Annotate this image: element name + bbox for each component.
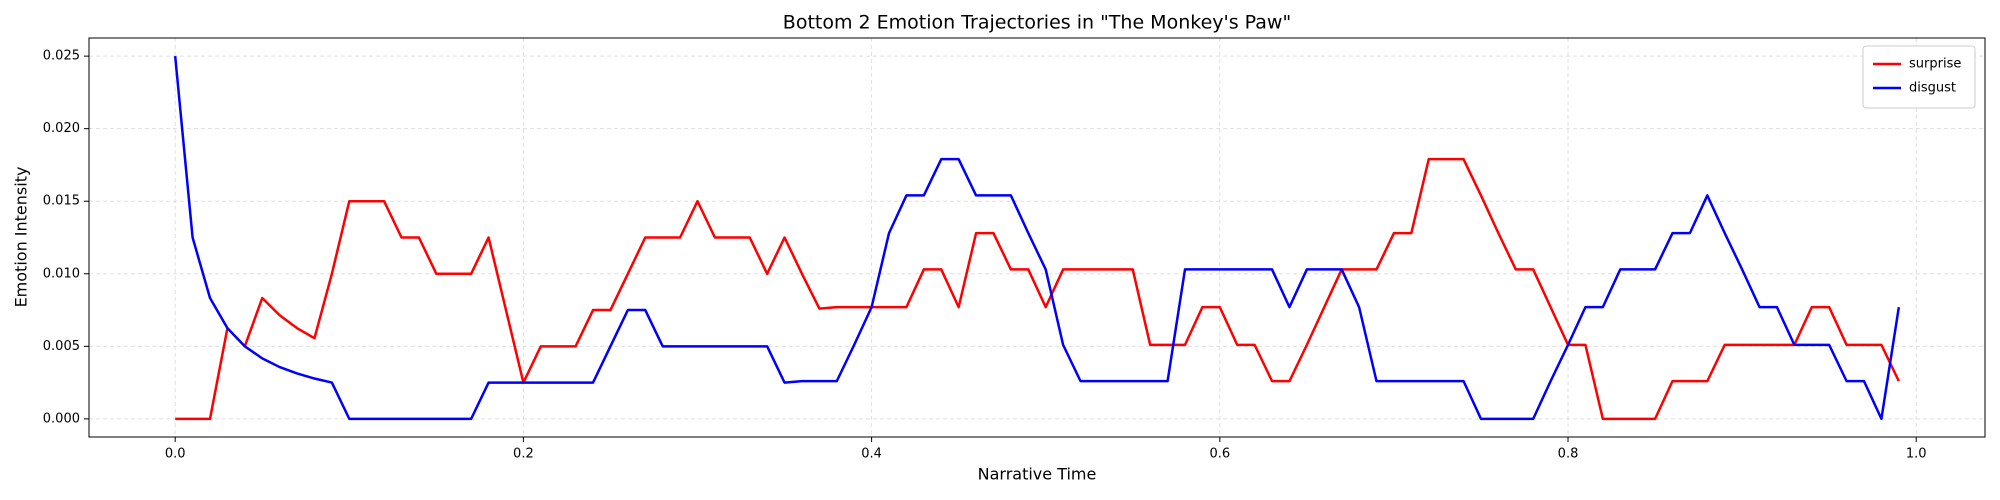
y-axis-label: Emotion Intensity: [12, 167, 31, 308]
y-tick-label: 0.020: [43, 121, 80, 136]
legend-label: surprise: [1909, 57, 1961, 72]
legend-box: [1862, 45, 1976, 109]
y-tick-label: 0.010: [43, 266, 80, 281]
y-tick-label: 0.005: [43, 339, 80, 354]
plot-frame: [88, 37, 1986, 438]
x-tick-label: 0.8: [1558, 447, 1579, 462]
chart-title: Bottom 2 Emotion Trajectories in "The Mo…: [783, 12, 1291, 34]
x-axis-label: Narrative Time: [978, 465, 1097, 484]
x-tick-label: 0.2: [513, 447, 534, 462]
x-tick-label: 1.0: [1906, 447, 1927, 462]
line-series: [175, 157, 1900, 421]
legend-label: disgust: [1909, 81, 1956, 96]
y-tick-label: 0.000: [43, 411, 80, 426]
y-tick-label: 0.025: [43, 49, 80, 64]
x-tick-label: 0.0: [165, 447, 186, 462]
x-tick-label: 0.6: [1209, 447, 1230, 462]
y-tick-label: 0.015: [43, 194, 80, 209]
x-tick-label: 0.4: [861, 447, 882, 462]
line-series: [173, 56, 1901, 421]
